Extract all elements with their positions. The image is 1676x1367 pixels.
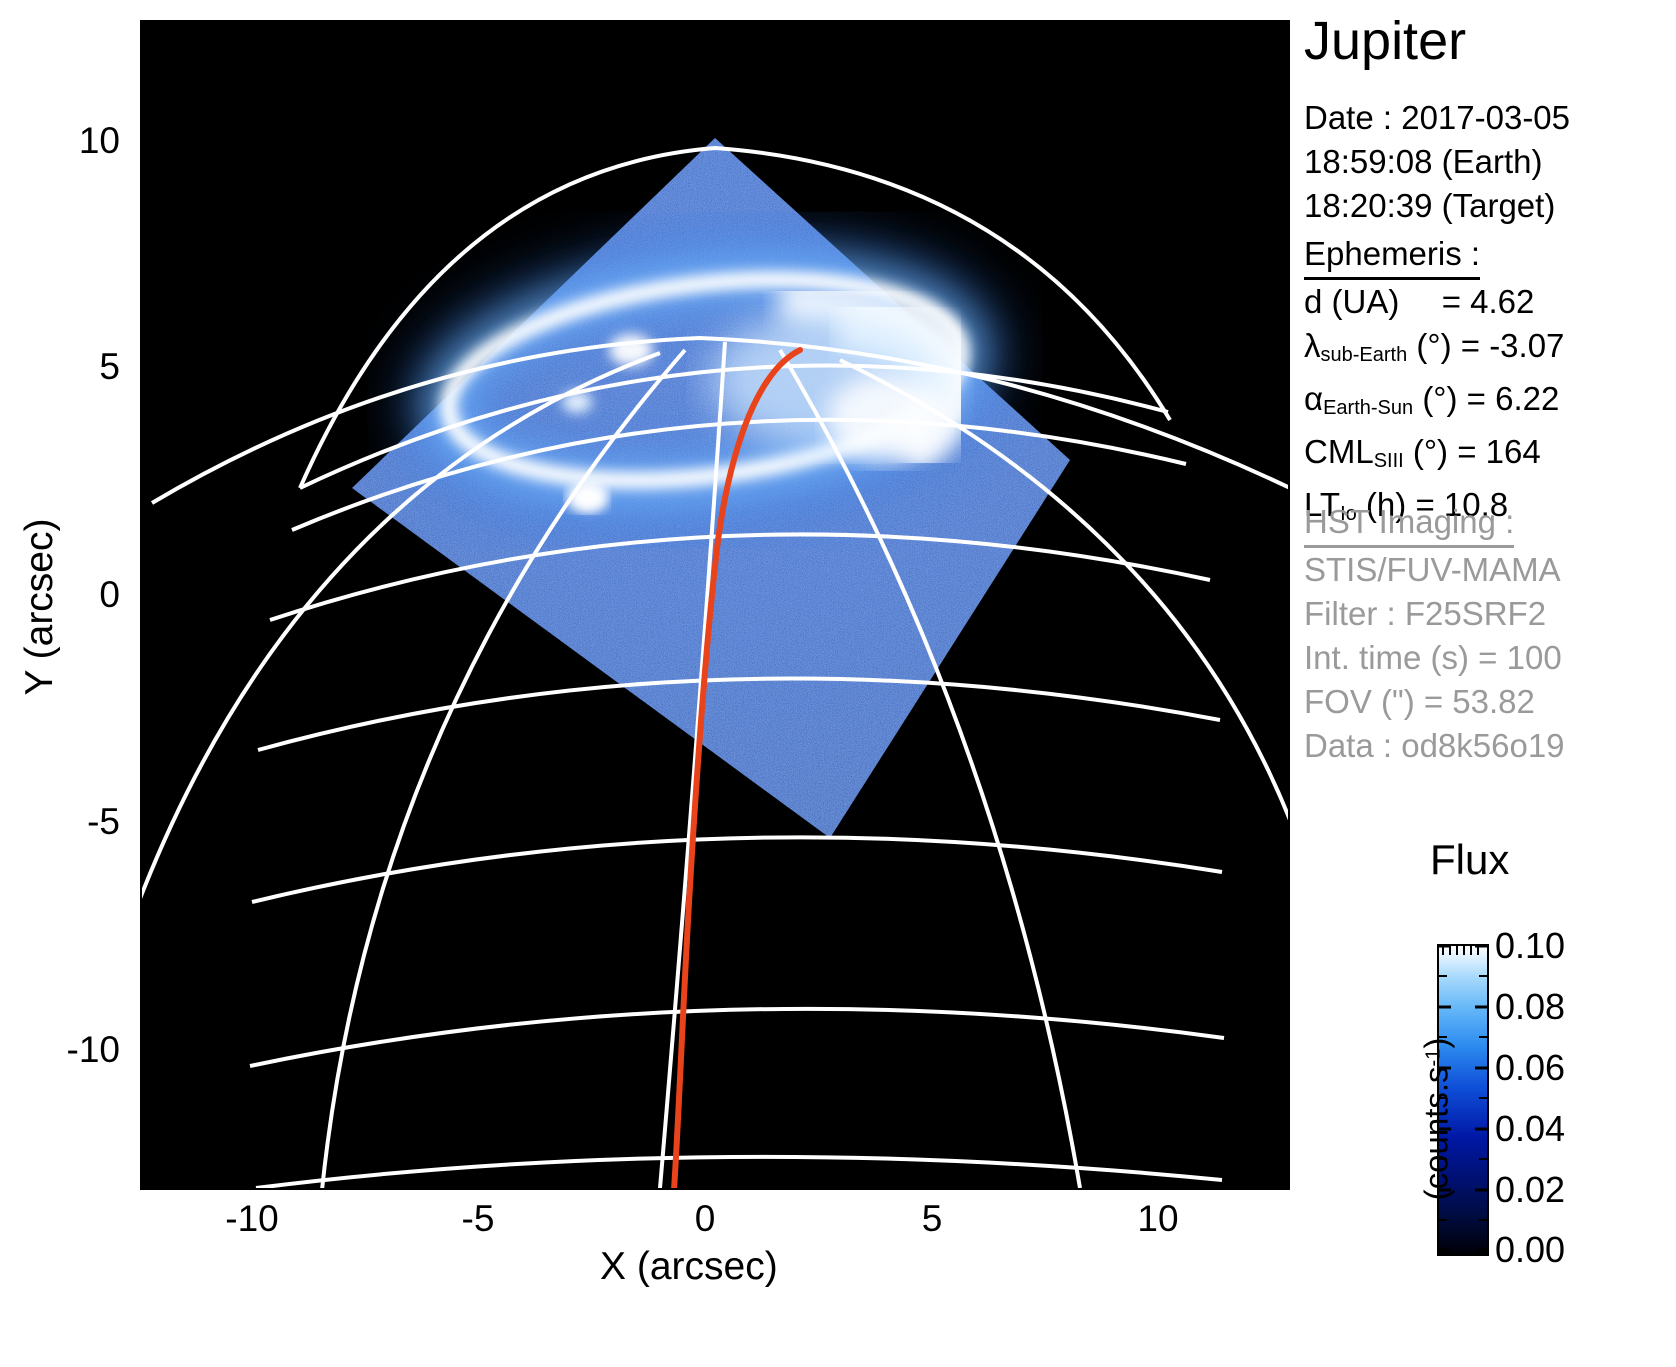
panel-border: [140, 20, 1290, 1190]
hst-integration-time: Int. time (s) = 100: [1304, 639, 1562, 676]
colorbar-tick-0.06: 0.06: [1495, 1047, 1566, 1088]
x-tick-label-minus-10: -10: [225, 1198, 279, 1239]
y-tick-label-minus-10: -10: [66, 1029, 120, 1070]
observation-time-block: Date : 2017-03-05 18:59:08 (Earth) 18:20…: [1304, 96, 1570, 228]
y-axis-title: Y (arcsec): [18, 518, 61, 696]
lambda-unit: (°): [1416, 327, 1452, 364]
page-title: Jupiter: [1304, 11, 1467, 71]
y-tick-label-0: 0: [99, 574, 120, 615]
alpha-value: = 6.22: [1466, 380, 1560, 417]
colorbar-tick-0.02: 0.02: [1495, 1169, 1566, 1210]
hst-imaging-heading: HST Imaging :: [1304, 500, 1515, 548]
hst-imaging-block: HST Imaging : STIS/FUV-MAMA Filter : F25…: [1304, 500, 1565, 768]
observation-time-target: 18:20:39 (Target): [1304, 187, 1556, 224]
jupiter-image-panel: [140, 20, 1290, 1190]
x-tick-label-0: 0: [694, 1198, 716, 1239]
hst-fov: FOV (") = 53.82: [1304, 683, 1535, 720]
flux-colorbar: [1437, 944, 1489, 1256]
lambda-value: = -3.07: [1460, 327, 1565, 364]
x-tick-label-minus-5: -5: [461, 1198, 495, 1239]
hst-filter: Filter : F25SRF2: [1304, 595, 1547, 632]
ephemeris-distance-value: = 4.62: [1441, 283, 1535, 320]
jupiter-aurora-image: [140, 20, 1290, 1190]
lambda-symbol: λ: [1304, 327, 1321, 364]
auroral-oval: [408, 239, 1002, 521]
observation-date: Date : 2017-03-05: [1304, 99, 1571, 136]
colorbar-unit-main: (counts.s: [1417, 1066, 1455, 1201]
alpha-subscript: Earth-Sun: [1323, 397, 1414, 419]
lambda-subscript: sub-Earth: [1320, 344, 1408, 366]
ephemeris-distance-row: d (UA) = 4.62: [1304, 280, 1564, 324]
alpha-unit: (°): [1422, 380, 1458, 417]
colorbar-ticks: [1439, 944, 1487, 1252]
ephemeris-cml-row: CMLSIII (°) = 164: [1304, 430, 1564, 483]
planet-graticule: [140, 145, 1290, 1190]
alpha-symbol: α: [1304, 380, 1324, 417]
ephemeris-distance-label: d (UA): [1304, 283, 1400, 320]
observation-info-panel: Jupiter Date : 2017-03-05 18:59:08 (Eart…: [1300, 0, 1676, 1367]
colorbar-unit-close: ): [1417, 1037, 1455, 1049]
colorbar-title: Flux: [1430, 836, 1510, 883]
colorbar-axis-title: (counts.s-1): [1417, 1038, 1455, 1201]
colorbar-tick-0.08: 0.08: [1495, 986, 1566, 1027]
ephemeris-lambda-row: λsub-Earth (°) = -3.07: [1304, 324, 1564, 377]
colorbar-unit-exponent: -1: [1422, 1048, 1445, 1067]
ephemeris-heading: Ephemeris :: [1304, 232, 1481, 280]
lt-label: LT: [1304, 486, 1341, 523]
cml-label: CML: [1304, 433, 1374, 470]
cml-unit: (°): [1412, 433, 1449, 470]
ephemeris-lt-row: LTIo (h) = 10.8: [1304, 483, 1564, 536]
x-tick-label-5: 5: [921, 1198, 943, 1239]
colorbar-tick-0.04: 0.04: [1495, 1108, 1566, 1149]
hst-data-id: Data : od8k56o19: [1304, 727, 1565, 764]
y-tick-label-10: 10: [78, 120, 120, 161]
cml-subscript: SIII: [1373, 450, 1404, 472]
lt-value: = 10.8: [1415, 486, 1509, 523]
lt-unit: (h): [1365, 486, 1407, 523]
hst-instrument: STIS/FUV-MAMA: [1304, 551, 1561, 588]
colorbar-tick-0.00: 0.00: [1495, 1229, 1566, 1270]
colorbar-tick-0.10: 0.10: [1495, 925, 1566, 966]
y-tick-label-5: 5: [99, 346, 120, 387]
lt-subscript: Io: [1340, 503, 1357, 525]
x-tick-label-10: 10: [1137, 1198, 1179, 1239]
y-tick-label-minus-5: -5: [87, 801, 120, 842]
ephemeris-block: Ephemeris : d (UA) = 4.62 λsub-Earth (°)…: [1304, 232, 1564, 536]
ephemeris-alpha-row: αEarth-Sun (°) = 6.22: [1304, 377, 1564, 430]
cml-value: = 164: [1457, 433, 1541, 470]
x-axis-title: X (arcsec): [600, 1245, 778, 1288]
io-footprint-track: [671, 347, 803, 1190]
observation-time-earth: 18:59:08 (Earth): [1304, 143, 1543, 180]
